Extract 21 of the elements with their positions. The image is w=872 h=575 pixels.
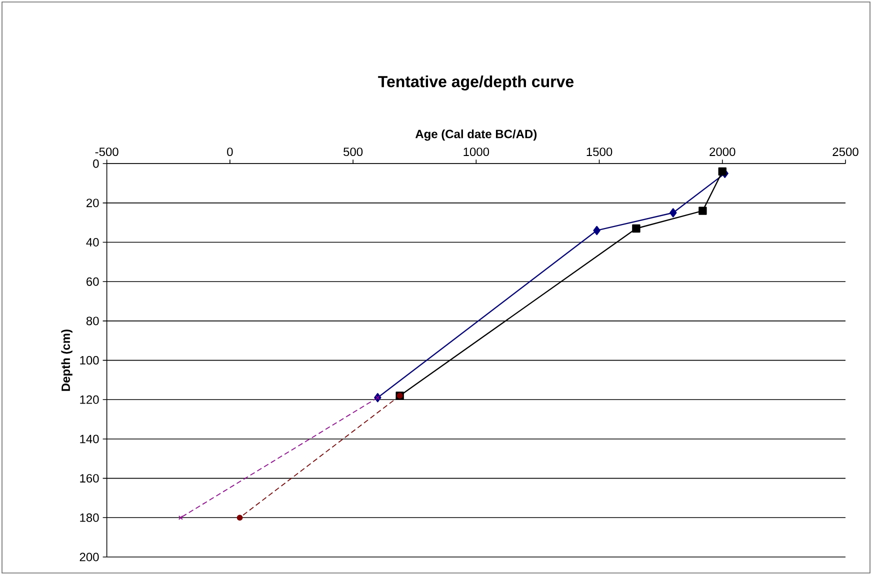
x-tick-label: 2000 (710, 148, 736, 156)
y-tick-label: 140 (80, 434, 99, 444)
y-tick-label: 60 (86, 277, 99, 286)
x-tick-label: 0 (227, 148, 233, 156)
x-tick-label: 500 (344, 148, 363, 156)
chart-title: Tentative age/depth curve (378, 76, 574, 90)
x-axis-title: Age (Cal date BC/AD) (415, 129, 537, 141)
y-tick-label: 80 (86, 316, 99, 326)
x-tick-label: 1000 (464, 148, 490, 156)
y-tick-label: 180 (80, 513, 99, 522)
y-tick-label: 120 (80, 395, 99, 404)
y-tick-label: 40 (86, 238, 99, 247)
x-tick-label: -500 (95, 148, 118, 156)
y-tick-label: 200 (80, 552, 99, 562)
y-axis-title: Depth (cm) (61, 330, 72, 391)
x-tick-label: 2500 (832, 148, 858, 156)
y-tick-label: 0 (93, 159, 99, 168)
x-tick-label: 1500 (586, 148, 612, 156)
y-tick-label: 100 (80, 356, 99, 365)
y-tick-label: 20 (86, 198, 99, 208)
y-tick-label: 160 (80, 474, 99, 483)
